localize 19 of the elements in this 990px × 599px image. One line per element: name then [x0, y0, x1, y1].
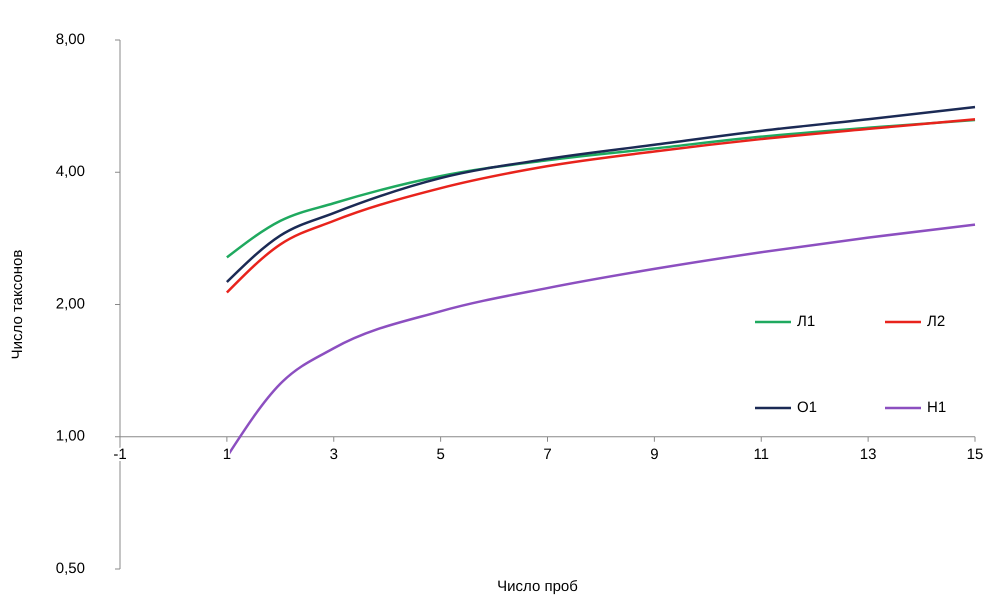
x-axis-title: Число проб: [497, 578, 578, 595]
legend-label: Н1: [927, 398, 946, 416]
x-tick-label: -1: [113, 446, 127, 463]
legend-label: Л1: [797, 312, 816, 330]
x-tick-label: 3: [330, 446, 338, 463]
legend-label: Л2: [927, 312, 946, 330]
y-tick-label: 8,00: [56, 30, 85, 48]
x-tick-label: 7: [543, 446, 552, 463]
x-tick-label: 11: [753, 446, 770, 463]
x-tick-label: 15: [966, 446, 984, 463]
x-tick-label: 5: [436, 446, 445, 463]
y-tick-label: 4,00: [56, 163, 85, 180]
y-tick-label: 1,00: [56, 428, 85, 445]
y-tick-label: 2,00: [56, 295, 85, 312]
x-tick-label: 9: [650, 446, 659, 463]
y-tick-label: 0,50: [56, 560, 85, 577]
y-axis-title: Число таксонов: [9, 250, 26, 360]
x-tick-label: 13: [860, 446, 876, 463]
legend-label: О1: [797, 398, 818, 416]
